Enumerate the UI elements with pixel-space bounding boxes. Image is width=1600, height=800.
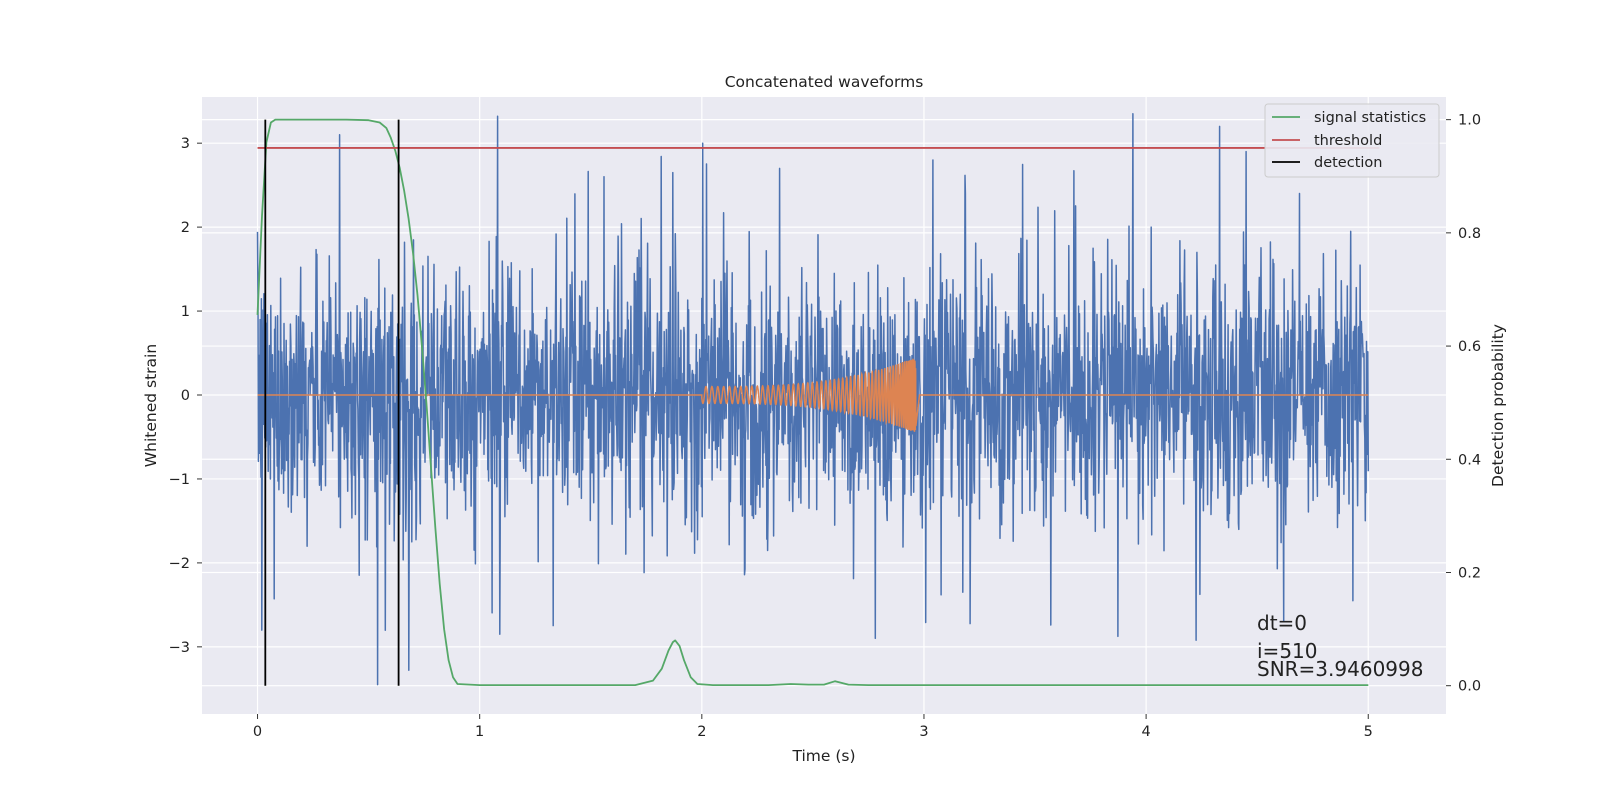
annotation: dt=0 i=510 SNR=3.9460998 xyxy=(1257,611,1423,681)
left-y-tick-label: −3 xyxy=(169,640,190,656)
left-y-axis-label: Whitened strain xyxy=(142,344,160,467)
x-axis-label: Time (s) xyxy=(791,747,855,765)
left-y-tick-label: 2 xyxy=(181,220,190,236)
right-y-tick-label: 0.8 xyxy=(1458,226,1481,242)
right-y-tick-label: 0.2 xyxy=(1458,565,1481,581)
x-tick-label: 1 xyxy=(475,724,484,740)
left-y-tick-label: 1 xyxy=(181,304,190,320)
annotation-snr: SNR=3.9460998 xyxy=(1257,657,1423,681)
legend-item-signal-statistics: signal statistics xyxy=(1272,110,1426,126)
strain-series-line xyxy=(256,113,1370,686)
right-y-tick-label: 0.4 xyxy=(1458,452,1481,468)
legend-box xyxy=(1264,103,1440,178)
x-tick-label: 0 xyxy=(253,724,262,740)
chirp-series-line xyxy=(257,358,1369,432)
right-y-axis-label: Detection probability xyxy=(1489,324,1507,487)
left-y-tick-label: 0 xyxy=(181,388,190,404)
legend-item-threshold: threshold xyxy=(1272,133,1382,149)
right-y-tick-label: 0.6 xyxy=(1458,339,1481,355)
legend-label: threshold xyxy=(1314,133,1382,149)
right-y-tick-label: 1.0 xyxy=(1458,113,1481,129)
legend-label: signal statistics xyxy=(1314,110,1426,126)
x-tick-label: 2 xyxy=(697,724,706,740)
legend-item-detection: detection xyxy=(1272,155,1382,171)
legend-label: detection xyxy=(1314,155,1382,171)
plot-lines xyxy=(256,113,1380,686)
left-y-tick-label: −2 xyxy=(169,556,190,572)
chart-title: Concatenated waveforms xyxy=(725,73,924,91)
ticks: 0 1 2 3 4 5 −3 −2 −1 0 1 2 3 0.0 0.2 0.4 0.6 0.8 1.0 xyxy=(169,113,1481,740)
x-tick-label: 5 xyxy=(1364,724,1373,740)
left-y-tick-label: 3 xyxy=(181,136,190,152)
signal-statistics-line xyxy=(256,118,1369,686)
right-y-tick-label: 0.0 xyxy=(1458,679,1481,695)
x-tick-label: 4 xyxy=(1141,724,1150,740)
left-y-tick-label: −1 xyxy=(169,472,190,488)
annotation-dt: dt=0 xyxy=(1257,611,1307,635)
x-tick-label: 3 xyxy=(919,724,928,740)
legend: signal statistics threshold detection xyxy=(1264,103,1440,178)
annotation-index: i=510 xyxy=(1257,639,1318,663)
